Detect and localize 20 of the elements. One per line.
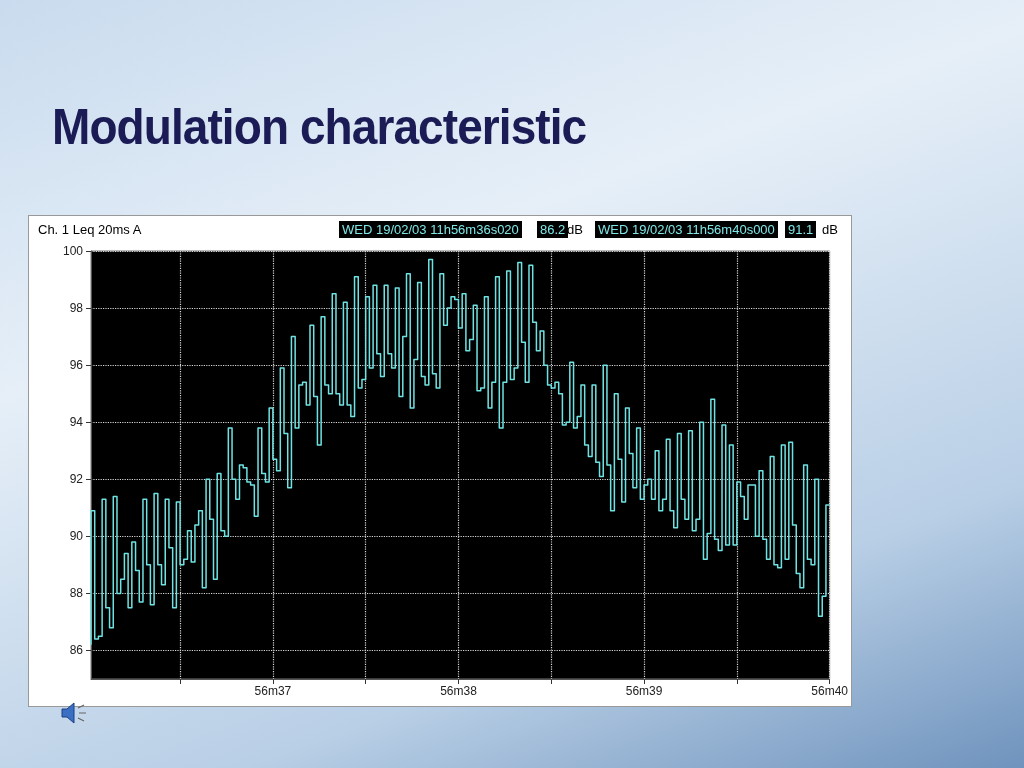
y-tick-label: 94 xyxy=(69,415,84,430)
text: 91.1 xyxy=(785,221,817,238)
text: 86.2 xyxy=(537,221,569,238)
chart-title: Modulation characteristic xyxy=(52,98,587,156)
y-tick-label: 88 xyxy=(69,586,84,601)
x-tick-label: 56m37 xyxy=(254,684,292,698)
y-tick-label: 86 xyxy=(69,643,84,658)
text: dB xyxy=(821,221,839,238)
text: Ch. 1 Leq 20ms A xyxy=(37,221,143,238)
x-tick-label: 56m40 xyxy=(811,684,849,698)
text: WED 19/02/03 11h56m40s000 xyxy=(595,221,778,238)
text: dB xyxy=(566,221,584,238)
y-tick-label: 98 xyxy=(69,301,84,316)
x-tick-label: 56m38 xyxy=(440,684,478,698)
y-tick-label: 96 xyxy=(69,358,84,373)
y-tick-label: 100 xyxy=(62,244,84,258)
y-tick-label: 92 xyxy=(69,472,84,487)
text: WED 19/02/03 11h56m36s020 xyxy=(339,221,522,238)
x-tick-label: 56m39 xyxy=(625,684,663,698)
y-tick-label: 90 xyxy=(69,529,84,544)
